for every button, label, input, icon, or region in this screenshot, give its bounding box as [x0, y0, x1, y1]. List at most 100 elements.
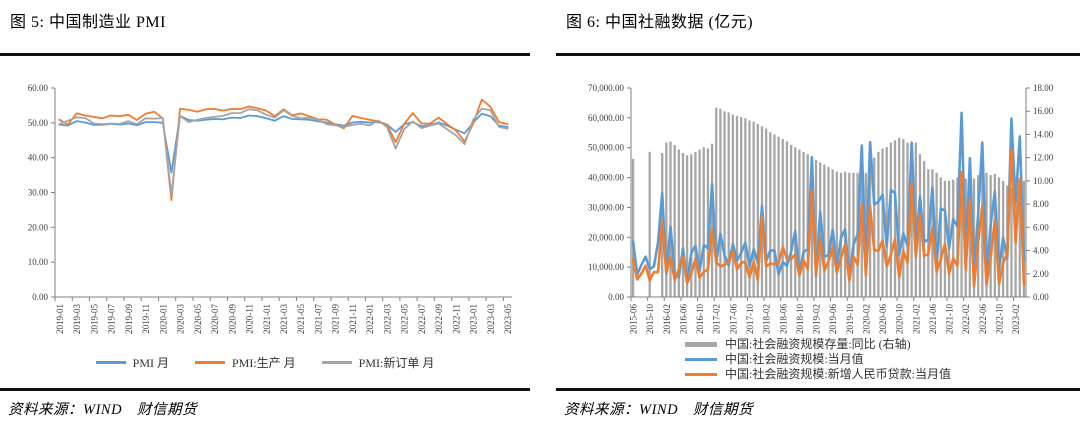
- svg-text:2020-05: 2020-05: [193, 304, 203, 334]
- svg-text:2021-11: 2021-11: [348, 304, 358, 334]
- svg-text:2019-05: 2019-05: [89, 304, 99, 334]
- svg-text:50.00: 50.00: [28, 118, 49, 128]
- legend-item-production: PMI:生产 月: [194, 354, 296, 371]
- svg-text:2.00: 2.00: [1033, 269, 1049, 279]
- social-financing-legend-rows: 中国:社会融资规模存量:同比 (右轴) 中国:社会融资规模:当月值 中国:社会融…: [684, 337, 951, 381]
- svg-text:10.00: 10.00: [1033, 176, 1054, 186]
- svg-text:2019-02: 2019-02: [812, 304, 822, 334]
- svg-text:2022-02: 2022-02: [961, 304, 971, 334]
- svg-text:2017-02: 2017-02: [712, 304, 722, 334]
- svg-text:2021-05: 2021-05: [296, 304, 306, 334]
- legend-label-production: PMI:生产 月: [231, 356, 296, 370]
- svg-text:2020-11: 2020-11: [245, 304, 255, 334]
- figure-6-title: 图 6: 中国社融数据 (亿元): [566, 14, 754, 31]
- svg-text:2020-07: 2020-07: [210, 304, 220, 334]
- line-series-group: [58, 98, 509, 202]
- figure-5-bottom-rule: [0, 388, 530, 391]
- svg-text:16.00: 16.00: [1033, 106, 1054, 116]
- figure-6-source: 资料来源：WIND 财信期货: [564, 402, 754, 418]
- svg-text:60.00: 60.00: [28, 83, 49, 93]
- svg-text:12.00: 12.00: [1033, 153, 1054, 163]
- svg-text:2020-10: 2020-10: [895, 304, 905, 334]
- svg-text:4.00: 4.00: [1033, 246, 1049, 256]
- svg-text:2022-11: 2022-11: [451, 304, 461, 334]
- svg-text:2015-10: 2015-10: [645, 304, 655, 334]
- axes-group: 0.00 10.00 20.00 30.00 40.00 50.00 60.00: [28, 83, 512, 302]
- svg-text:8.00: 8.00: [1033, 199, 1049, 209]
- svg-text:14.00: 14.00: [1033, 129, 1054, 139]
- svg-text:0.00: 0.00: [608, 292, 624, 302]
- legend-label-new-orders: PMI:新订单 月: [358, 356, 435, 370]
- svg-text:2020-01: 2020-01: [158, 304, 168, 334]
- social-financing-chart: 0.00 10,000.00 20,000.00 30,000.00 40,000.00…: [588, 83, 1054, 334]
- figure-5-title: 图 5: 中国制造业 PMI: [10, 14, 166, 31]
- svg-text:2021-03: 2021-03: [279, 304, 289, 334]
- svg-text:60,000.00: 60,000.00: [588, 113, 625, 123]
- svg-text:0.00: 0.00: [32, 292, 48, 302]
- svg-text:6.00: 6.00: [1033, 222, 1049, 232]
- svg-text:2019-11: 2019-11: [141, 304, 151, 334]
- stock-yoy-bar-swatch-icon: [684, 342, 717, 347]
- figure-6-bottom-rule: [556, 388, 1080, 391]
- svg-text:2022-07: 2022-07: [417, 304, 427, 334]
- svg-text:2016-02: 2016-02: [662, 304, 672, 334]
- svg-text:2023-03: 2023-03: [486, 304, 496, 334]
- svg-text:2015-06: 2015-06: [629, 304, 639, 334]
- new-loans-line-swatch-icon: [684, 372, 717, 377]
- x-labels-group: 2019-01 2019-03 2019-05 2019-07 2019-09 2019-…: [55, 304, 513, 334]
- svg-text:2022-05: 2022-05: [400, 304, 410, 334]
- svg-text:20.00: 20.00: [28, 222, 49, 232]
- production-line-swatch-icon: [194, 361, 225, 364]
- svg-text:10.00: 10.00: [28, 257, 49, 267]
- svg-text:2019-10: 2019-10: [845, 304, 855, 334]
- svg-text:2020-03: 2020-03: [176, 304, 186, 334]
- legend-item-pmi: PMI 月: [95, 354, 169, 371]
- svg-text:2018-10: 2018-10: [795, 304, 805, 334]
- svg-text:30,000.00: 30,000.00: [588, 202, 625, 212]
- svg-text:18.00: 18.00: [1033, 83, 1054, 93]
- svg-text:2021-07: 2021-07: [313, 304, 323, 334]
- svg-text:50,000.00: 50,000.00: [588, 143, 625, 153]
- legend-label-new-loans: 中国:社会融资规模:新增人民币贷款:当月值: [724, 367, 951, 381]
- axes-group: 0.00 10,000.00 20,000.00 30,000.00 40,000.00…: [588, 83, 1054, 302]
- figure-6-title-rule: [556, 53, 1080, 56]
- svg-text:30.00: 30.00: [28, 188, 49, 198]
- svg-text:2022-01: 2022-01: [365, 304, 375, 334]
- svg-text:70,000.00: 70,000.00: [588, 83, 625, 93]
- svg-text:2016-06: 2016-06: [678, 304, 688, 334]
- legend-item-stock-yoy: 中国:社会融资规模存量:同比 (右轴): [684, 337, 911, 351]
- svg-text:10,000.00: 10,000.00: [588, 262, 625, 272]
- svg-text:2018-02: 2018-02: [762, 304, 772, 334]
- pmi-line-swatch-icon: [95, 361, 126, 364]
- legend-item-new-loans: 中国:社会融资规模:新增人民币贷款:当月值: [684, 367, 951, 381]
- pmi-line-chart: 0.00 10.00 20.00 30.00 40.00 50.00 60.00 2019-0…: [28, 83, 513, 334]
- svg-text:2021-09: 2021-09: [331, 304, 341, 334]
- svg-text:2022-06: 2022-06: [978, 304, 988, 334]
- svg-text:2021-02: 2021-02: [911, 304, 921, 334]
- svg-text:2023-02: 2023-02: [1011, 304, 1021, 334]
- svg-text:2019-06: 2019-06: [828, 304, 838, 334]
- legend-label-stock-yoy: 中国:社会融资规模存量:同比 (右轴): [724, 337, 911, 351]
- svg-text:2019-09: 2019-09: [124, 304, 134, 334]
- svg-text:2021-06: 2021-06: [928, 304, 938, 334]
- line-series-group: [631, 111, 1026, 288]
- svg-text:2022-03: 2022-03: [382, 304, 392, 334]
- figure-5-pmi-panel: 图 5: 中国制造业 PMI 0.00 10.00 20.00 30.00 40.00 5…: [0, 0, 530, 435]
- svg-text:20,000.00: 20,000.00: [588, 232, 625, 242]
- monthly-total-line-swatch-icon: [684, 357, 717, 362]
- svg-text:2020-09: 2020-09: [227, 304, 237, 334]
- new-orders-line-swatch-icon: [321, 361, 352, 364]
- legend-item-new-orders: PMI:新订单 月: [321, 354, 435, 371]
- svg-text:2021-10: 2021-10: [945, 304, 955, 334]
- legend-label-monthly-total: 中国:社会融资规模:当月值: [724, 352, 864, 366]
- pmi-chart-legend: PMI 月 PMI:生产 月 PMI:新订单 月: [0, 354, 530, 371]
- legend-label-pmi: PMI 月: [132, 356, 169, 370]
- figure-5-source: 资料来源：WIND 财信期货: [8, 402, 198, 418]
- svg-text:2017-10: 2017-10: [745, 304, 755, 334]
- svg-text:40.00: 40.00: [28, 153, 49, 163]
- svg-text:2021-01: 2021-01: [262, 304, 272, 334]
- svg-text:2018-06: 2018-06: [778, 304, 788, 334]
- svg-text:2020-06: 2020-06: [878, 304, 888, 334]
- legend-item-monthly-total: 中国:社会融资规模:当月值: [684, 352, 864, 366]
